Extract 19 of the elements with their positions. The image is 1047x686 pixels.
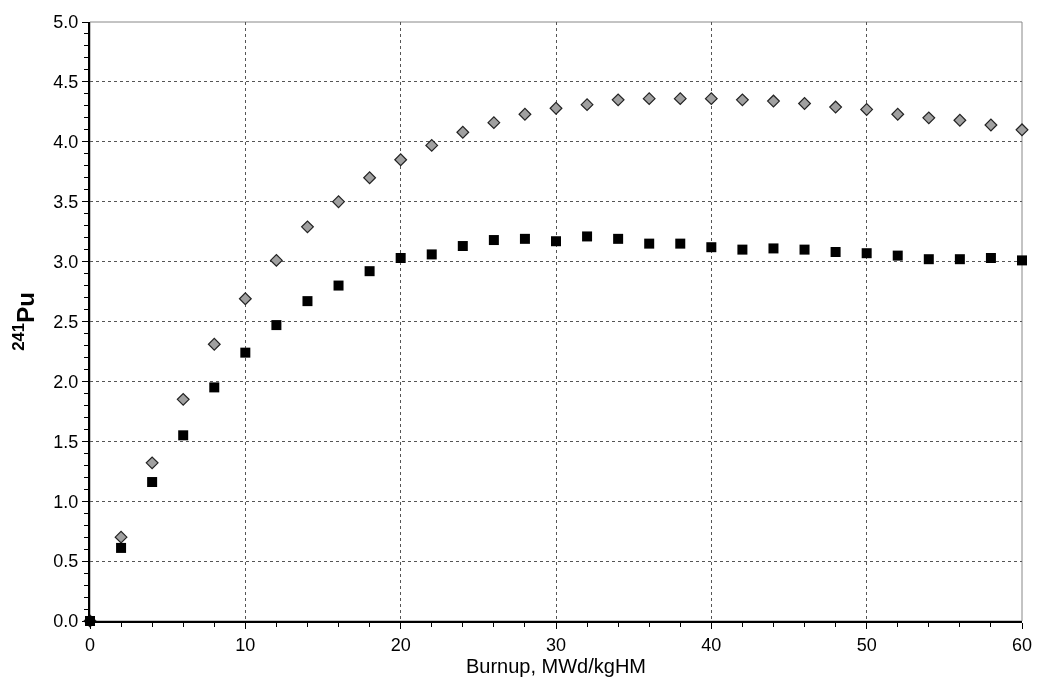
x-axis-title: Burnup, MWd/kgHM	[465, 654, 647, 677]
y-tick-label: 1.5	[53, 431, 79, 452]
y-tick-label: 1.0	[53, 491, 79, 512]
y-tick-label: 5.0	[53, 12, 79, 33]
x-tick-label: 20	[390, 634, 411, 655]
x-tick-label: 50	[856, 634, 877, 655]
y-tick-label: 3.5	[53, 192, 79, 212]
y-tick-label: 0.5	[53, 551, 79, 572]
y-tick-label: 0.0	[53, 611, 79, 632]
y-tick-label: 2.5	[53, 311, 79, 332]
x-tick-label: 60	[1011, 634, 1033, 655]
y-tick-label: 2.0	[53, 371, 79, 392]
y-tick-label: 4.0	[53, 132, 79, 153]
x-tick-label: 30	[545, 634, 567, 655]
x-tick-label: 0	[84, 634, 96, 655]
x-tick-label: 10	[235, 634, 256, 655]
y-tick-label: 4.5	[53, 72, 79, 93]
x-tick-label: 40	[701, 634, 722, 655]
y-tick-label: 3.0	[53, 251, 79, 272]
